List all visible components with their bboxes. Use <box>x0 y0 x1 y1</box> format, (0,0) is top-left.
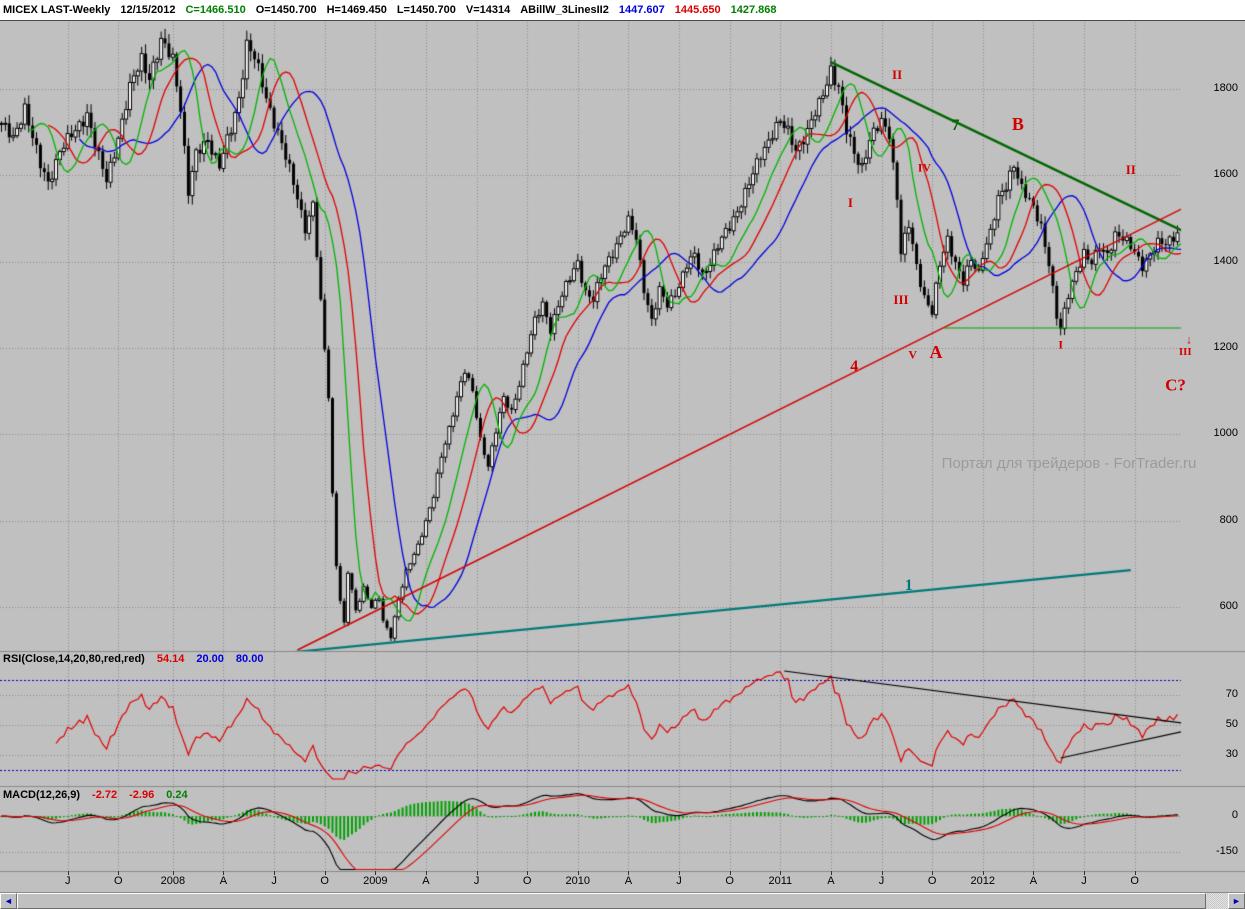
last-bar-date: 12/15/2012 <box>120 4 176 16</box>
macd-hist-value: 0.24 <box>166 789 188 801</box>
scroll-left-button[interactable]: ◄ <box>0 893 17 909</box>
watermark-text: Портал для трейдеров - ForTrader.ru <box>941 455 1197 472</box>
horizontal-scrollbar[interactable]: ◄ ► <box>0 892 1245 909</box>
symbol-title: MICEX LAST-Weekly <box>3 4 111 16</box>
macd-value: -2.72 <box>92 789 118 801</box>
open-value: O=1450.700 <box>255 4 317 16</box>
ma-red-value: 1445.650 <box>674 4 721 16</box>
volume-value: V=14314 <box>465 4 511 16</box>
scroll-right-button[interactable]: ► <box>1228 893 1245 909</box>
ma-green-value: 1427.868 <box>730 4 777 16</box>
rsi-band-high: 80.00 <box>235 653 264 665</box>
study-name: ABillW_3LinesII2 <box>520 4 609 16</box>
scroll-left-icon: ◄ <box>4 895 13 906</box>
ma-blue-value: 1447.607 <box>618 4 665 16</box>
chart-header-bar: MICEX LAST-Weekly 12/15/2012 C=1466.510 … <box>0 0 1245 21</box>
rsi-label: RSI(Close,14,20,80,red,red) <box>3 653 145 665</box>
scroll-right-icon: ► <box>1232 895 1241 906</box>
low-value: L=1450.700 <box>396 4 456 16</box>
high-value: H=1469.450 <box>326 4 387 16</box>
macd-indicator-label-row: MACD(12,26,9) -2.72 -2.96 0.24 <box>3 789 188 801</box>
rsi-indicator-label-row: RSI(Close,14,20,80,red,red) 54.14 20.00 … <box>3 653 263 665</box>
scrollbar-thumb[interactable] <box>17 893 1206 909</box>
close-value: C=1466.510 <box>185 4 246 16</box>
rsi-value: 54.14 <box>156 653 185 665</box>
rsi-band-low: 20.00 <box>196 653 224 665</box>
macd-label: MACD(12,26,9) <box>3 789 81 801</box>
macd-signal-value: -2.96 <box>129 789 155 801</box>
scrollbar-track[interactable] <box>17 893 1228 909</box>
